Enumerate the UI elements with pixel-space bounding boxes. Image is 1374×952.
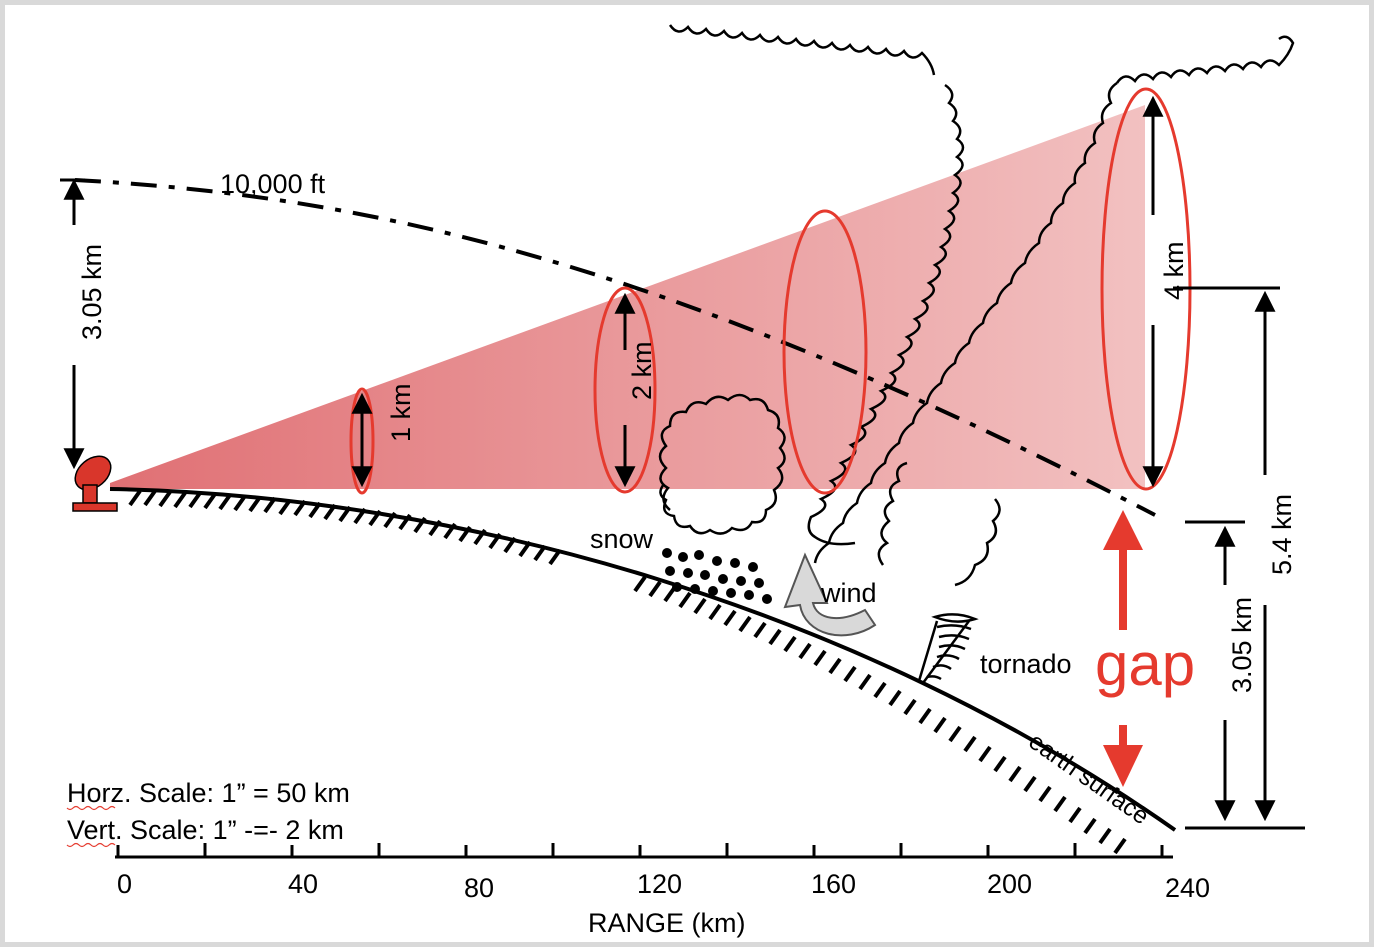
label-wind: wind bbox=[820, 578, 877, 608]
right-dimensions bbox=[1173, 286, 1305, 830]
label-10000ft: 10,000 ft bbox=[220, 169, 326, 199]
tick-label: 120 bbox=[637, 869, 682, 899]
label-gap: gap bbox=[1095, 631, 1195, 698]
label-right-5-4km: 5.4 km bbox=[1267, 494, 1297, 575]
earth-hatching bbox=[128, 489, 1127, 855]
beam-width-arrows bbox=[351, 95, 1164, 488]
altitude-10000ft-curve bbox=[74, 178, 1156, 517]
label-beam-4km: 4 km bbox=[1159, 241, 1189, 300]
radar-dish-icon bbox=[72, 455, 118, 512]
axis-title: RANGE (km) bbox=[588, 908, 746, 938]
label-earth-surface: earth surface bbox=[1024, 728, 1154, 830]
snow-dots bbox=[662, 548, 772, 604]
tick-label: 160 bbox=[811, 869, 856, 899]
label-horz-scale: Horz. Scale: 1” = 50 km bbox=[67, 778, 350, 808]
label-beam-2km: 2 km bbox=[627, 341, 657, 400]
gap-arrows bbox=[1103, 510, 1143, 787]
beam-ellipse-2km bbox=[593, 286, 657, 494]
tick-label: 240 bbox=[1165, 873, 1210, 903]
earth-surface-curve bbox=[109, 487, 1177, 832]
beam-ellipse-1km bbox=[349, 387, 375, 495]
label-vert-scale: Vert. Scale: 1” -=- 2 km bbox=[67, 815, 344, 845]
spellcheck-underline bbox=[66, 805, 116, 811]
axis-tick-labels: 0 40 80 120 160 200 240 bbox=[117, 869, 1210, 903]
label-beam-1km: 1 km bbox=[386, 383, 416, 442]
left-dimension bbox=[60, 178, 85, 470]
tick-label: 40 bbox=[288, 869, 318, 899]
label-right-3-05km: 3.05 km bbox=[1227, 597, 1257, 693]
storm-cloud-outline bbox=[658, 24, 1295, 587]
tornado-icon bbox=[917, 613, 979, 684]
tick-label: 0 bbox=[117, 869, 132, 899]
beam-ellipse-3km bbox=[782, 209, 868, 495]
range-axis bbox=[115, 843, 1173, 859]
tick-label: 200 bbox=[987, 869, 1032, 899]
spellcheck-underline bbox=[66, 842, 116, 848]
wind-arrow-icon bbox=[783, 552, 877, 637]
label-snow: snow bbox=[590, 524, 654, 554]
label-tornado: tornado bbox=[980, 649, 1072, 679]
radar-beam-diagram: 10,000 ft 3.05 km 1 km 2 km 4 km snow wi… bbox=[60, 24, 1305, 938]
label-left-3-05km: 3.05 km bbox=[77, 244, 107, 340]
tick-label: 80 bbox=[464, 873, 494, 903]
